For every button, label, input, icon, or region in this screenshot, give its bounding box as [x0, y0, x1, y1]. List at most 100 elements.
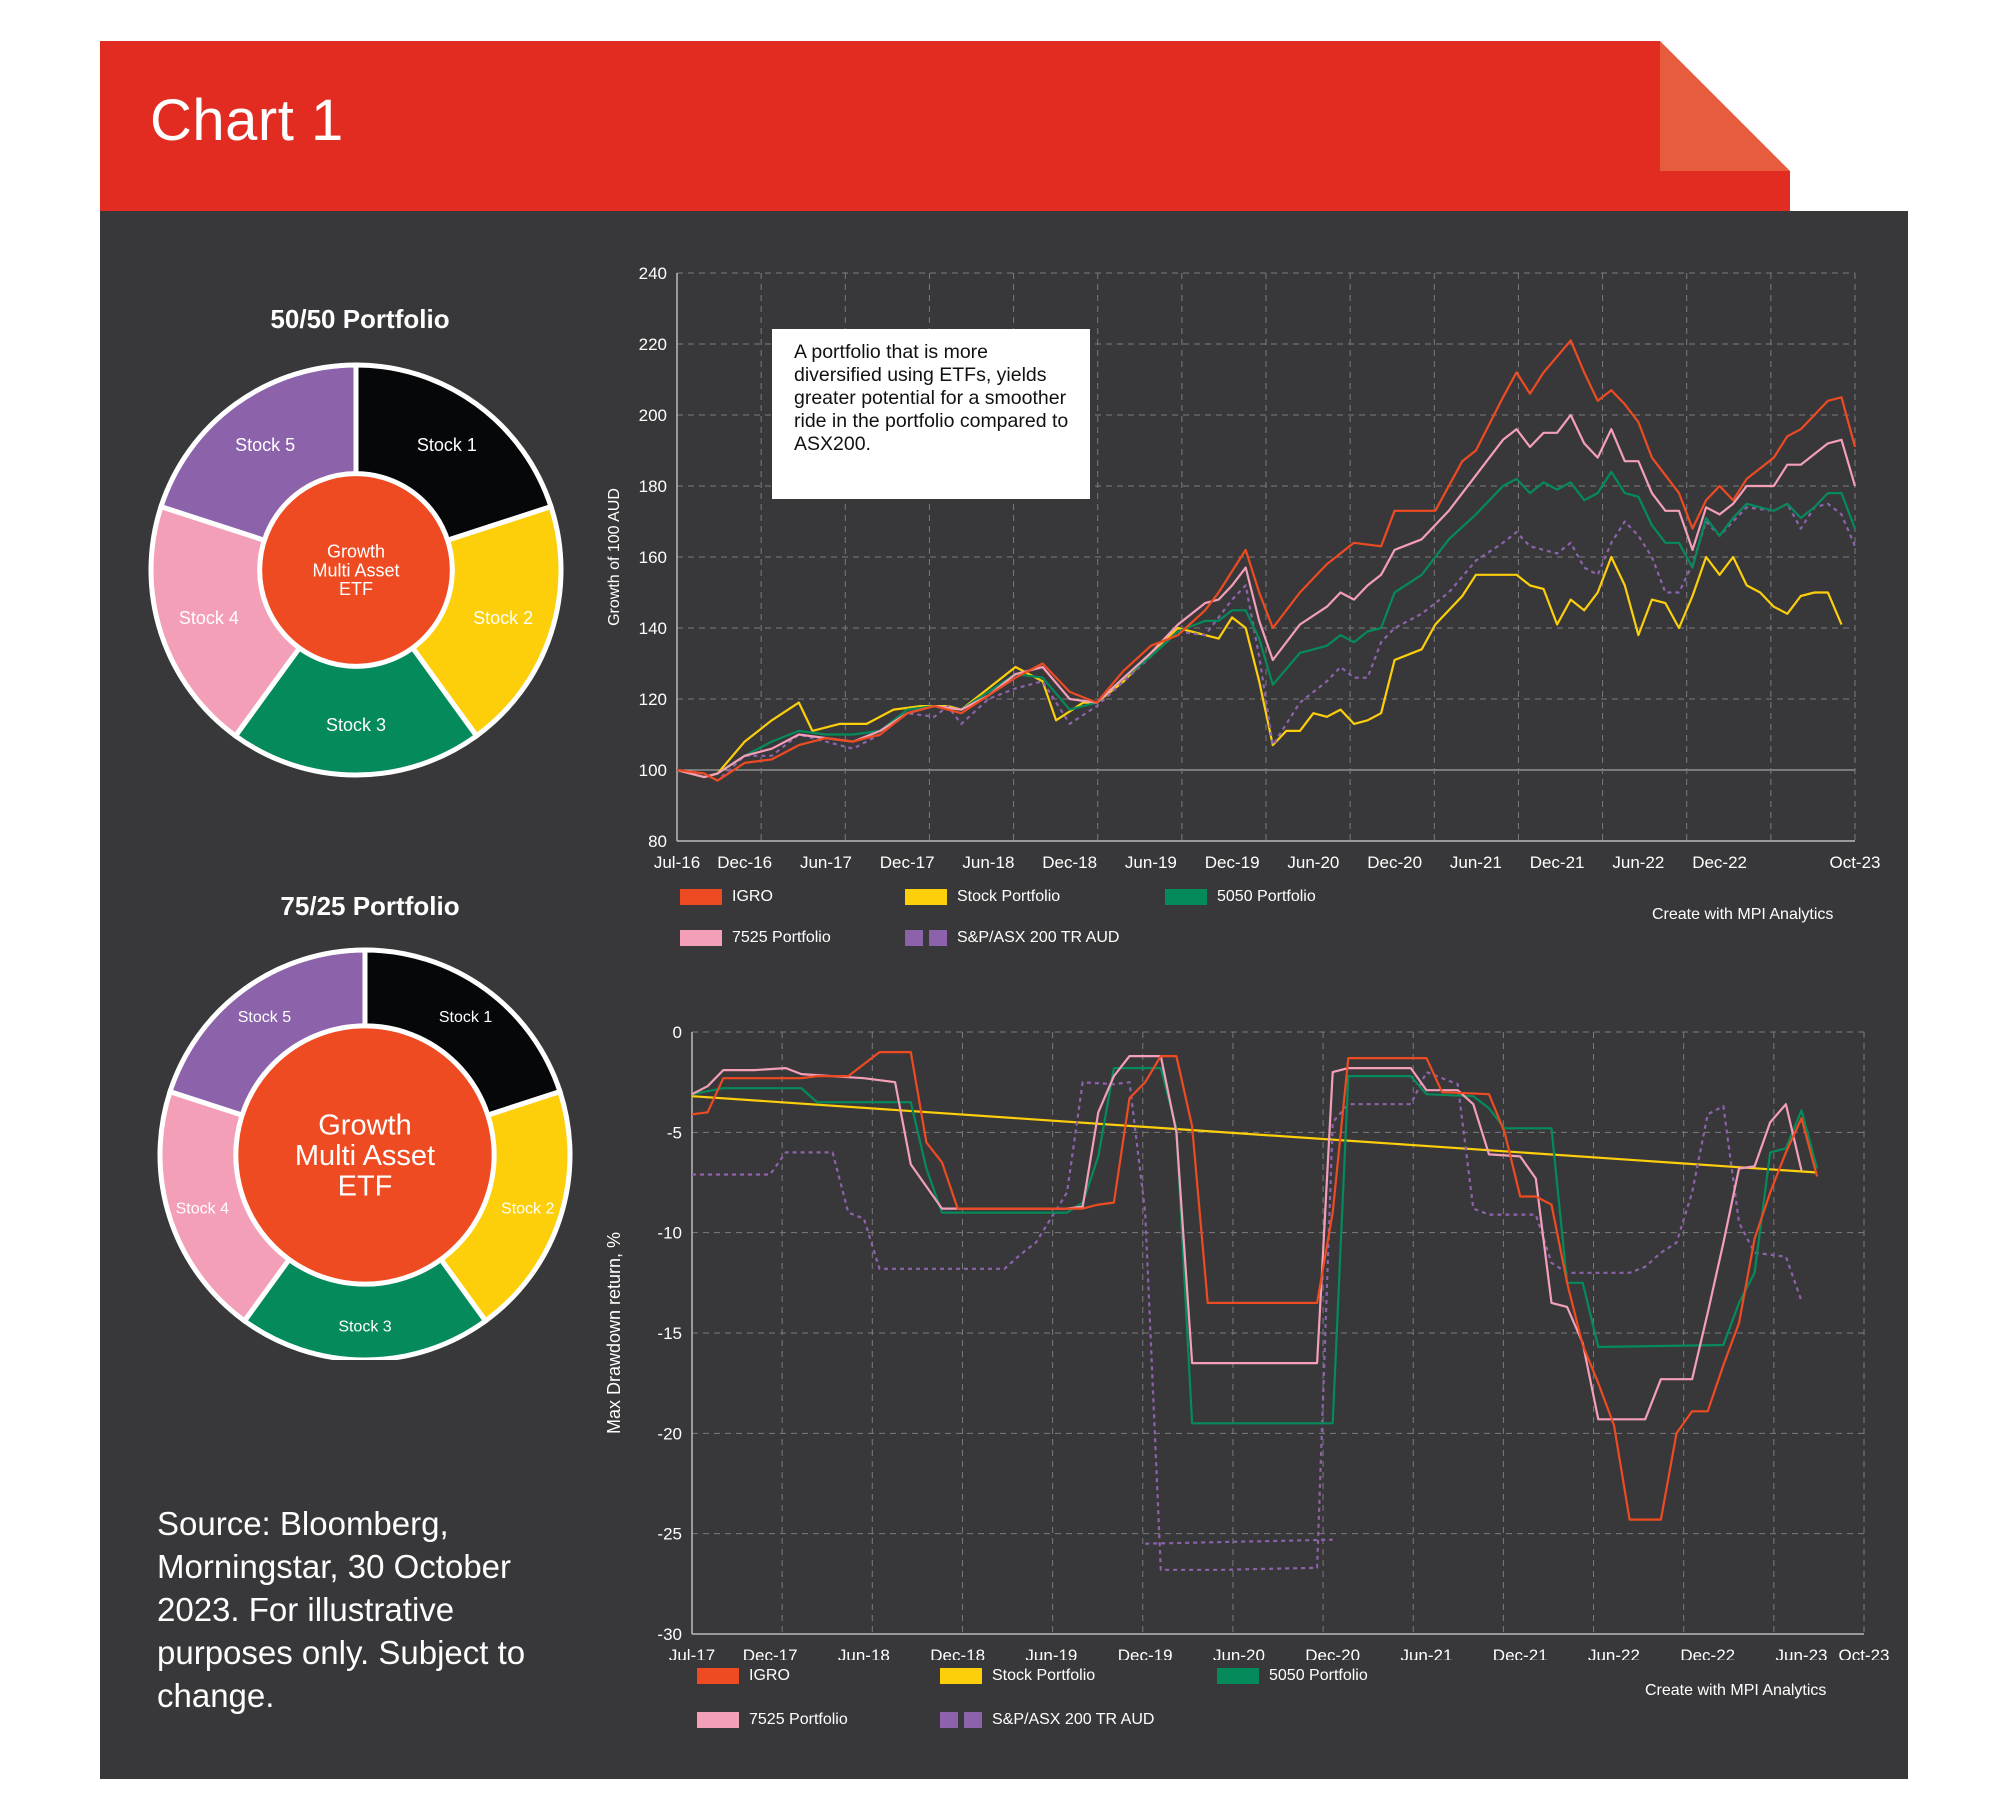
pie-slice-label: Stock 5	[235, 435, 295, 455]
source-note: Source: Bloomberg, Morningstar, 30 Octob…	[157, 1505, 526, 1714]
pie-chart-7525: Stock 1 Stock 2 Stock 3 Stock 4 Stock 5 Growt…	[157, 947, 573, 1360]
x-tick-label: Jul-16	[654, 853, 700, 872]
title-banner	[100, 41, 1790, 211]
y-axis-label: Max Drawdown return, %	[604, 1232, 624, 1434]
drawdown-line-chart: -30 -25 -20 -15 -10 -5 0 Jul-17 Dec-17 Jun-18 Dec-…	[604, 1023, 1890, 1660]
x-tick-label: Jun-18	[838, 1646, 890, 1660]
legend-swatch-dashed	[905, 930, 947, 946]
series-line-igro	[691, 1051, 1819, 1521]
banner-fold-corner	[1660, 41, 1790, 171]
pie-center-circle	[257, 471, 455, 669]
x-tick-label: Dec-20	[1305, 1646, 1360, 1660]
legend-item-asx200: S&P/ASX 200 TR AUD	[940, 1711, 1154, 1729]
pie-slice-label: Stock 2	[501, 1200, 554, 1217]
series-line-7525-portfolio	[691, 1055, 1803, 1421]
y-tick-label: 160	[639, 548, 667, 567]
y-tick-label: -15	[657, 1324, 682, 1343]
y-tick-label: -20	[657, 1424, 682, 1443]
legend-label: S&P/ASX 200 TR AUD	[992, 1711, 1155, 1728]
x-tick-label: Dec-18	[930, 1646, 985, 1660]
x-tick-label: Dec-16	[717, 853, 772, 872]
legend-swatch	[697, 1668, 739, 1684]
legend-label: S&P/ASX 200 TR AUD	[957, 929, 1120, 946]
legend-swatch	[1165, 889, 1207, 905]
pie-slice-label: Stock 3	[338, 1319, 391, 1336]
legend-item-5050-portfolio: 5050 Portfolio	[1217, 1667, 1368, 1685]
legend-growth: IGRO Stock Portfolio 5050 Portfolio 7525…	[680, 888, 1440, 968]
legend-label: IGRO	[749, 1667, 790, 1684]
pie-center-circle	[233, 1023, 497, 1287]
legend-item-stock-portfolio: Stock Portfolio	[905, 888, 1060, 906]
series-line-igro	[676, 339, 1857, 782]
credit-text-growth: Create with MPI Analytics	[1652, 906, 1834, 923]
legend-swatch-dashed	[940, 1712, 982, 1728]
pie-slice-label: Stock 3	[326, 715, 386, 735]
x-tick-label: Dec-21	[1530, 853, 1585, 872]
pie-slice-label: Stock 5	[238, 1009, 291, 1026]
legend-swatch	[697, 1712, 739, 1728]
legend-item-igro: IGRO	[680, 888, 773, 906]
y-tick-label: 240	[639, 264, 667, 283]
y-tick-label: -5	[667, 1123, 682, 1142]
pie-title-7525: 75/25 Portfolio	[280, 891, 460, 921]
x-tick-label: Oct-23	[1829, 853, 1880, 872]
x-tick-label: Jun-20	[1287, 853, 1339, 872]
y-tick-label: 120	[639, 690, 667, 709]
pie-slice-label: Stock 1	[439, 1009, 492, 1026]
pie-slice-label: Stock 2	[473, 608, 533, 628]
pie-center-label: Multi Asset	[295, 1140, 435, 1172]
legend-swatch	[1217, 1668, 1259, 1684]
y-tick-label: 180	[639, 477, 667, 496]
pie-center-label: Growth	[327, 541, 385, 561]
legend-swatch	[680, 889, 722, 905]
x-tick-label: Dec-22	[1680, 1646, 1735, 1660]
x-tick-label: Jun-22	[1588, 1646, 1640, 1660]
x-tick-label: Jun-19	[1125, 853, 1177, 872]
credit-text-drawdown: Create with MPI Analytics	[1645, 1682, 1827, 1699]
page-title: Chart 1	[150, 88, 344, 153]
x-tick-label: Jun-23	[1776, 1646, 1828, 1660]
legend-item-5050-portfolio: 5050 Portfolio	[1165, 888, 1316, 906]
x-tick-label: Jun-19	[1025, 1646, 1077, 1660]
x-tick-label: Jun-22	[1612, 853, 1664, 872]
legend-label: 5050 Portfolio	[1217, 888, 1316, 905]
pie-slice-label: Stock 4	[176, 1200, 229, 1217]
pie-chart-5050: Stock 1 Stock 2 Stock 3 Stock 4 Stock 5 Growt…	[148, 362, 564, 778]
x-tick-label: Jul-17	[669, 1646, 715, 1660]
y-tick-label: 220	[639, 335, 667, 354]
x-tick-label: Jun-20	[1213, 1646, 1265, 1660]
pie-slice-label: Stock 1	[417, 435, 477, 455]
x-tick-label: Dec-17	[880, 853, 935, 872]
x-tick-label: Dec-22	[1692, 853, 1747, 872]
x-tick-label: Dec-20	[1367, 853, 1422, 872]
legend-item-asx200: S&P/ASX 200 TR AUD	[905, 929, 1119, 947]
legend-item-7525-portfolio: 7525 Portfolio	[680, 929, 831, 947]
pie-title-5050: 50/50 Portfolio	[270, 304, 450, 334]
x-tick-label: Dec-21	[1493, 1646, 1548, 1660]
legend-swatch	[940, 1668, 982, 1684]
y-tick-label: 80	[648, 832, 667, 851]
pie-slice-label: Stock 4	[179, 608, 239, 628]
legend-item-7525-portfolio: 7525 Portfolio	[697, 1711, 848, 1729]
pie-slice-stock-3	[232, 565, 480, 778]
legend-label: 5050 Portfolio	[1269, 1667, 1368, 1684]
growth-line-chart: 80 100 120 140 160 180 200 220 240 Jul-16 Dec-16 Ju…	[606, 264, 1881, 872]
x-tick-label: Dec-19	[1118, 1646, 1173, 1660]
pie-center-label: ETF	[339, 579, 373, 599]
series-line-s-p-asx-200-tr-aud	[692, 1071, 1803, 1571]
x-tick-label: Dec-19	[1205, 853, 1260, 872]
legend-label: Stock Portfolio	[992, 1667, 1096, 1684]
pie-center-label: Growth	[318, 1110, 411, 1142]
x-tick-label: Jun-17	[800, 853, 852, 872]
series-line-5050-portfolio	[691, 1067, 1819, 1425]
y-axis-label: Growth of 100 AUD	[606, 488, 623, 626]
legend-item-stock-portfolio: Stock Portfolio	[940, 1667, 1095, 1685]
y-tick-label: 140	[639, 619, 667, 638]
y-tick-label: 0	[673, 1023, 682, 1042]
y-tick-label: -10	[657, 1224, 682, 1243]
pie-center-label: Multi Asset	[312, 560, 399, 580]
x-tick-label: Dec-17	[743, 1646, 798, 1660]
y-tick-label: 100	[639, 761, 667, 780]
y-tick-label: 200	[639, 406, 667, 425]
legend-swatch	[680, 930, 722, 946]
